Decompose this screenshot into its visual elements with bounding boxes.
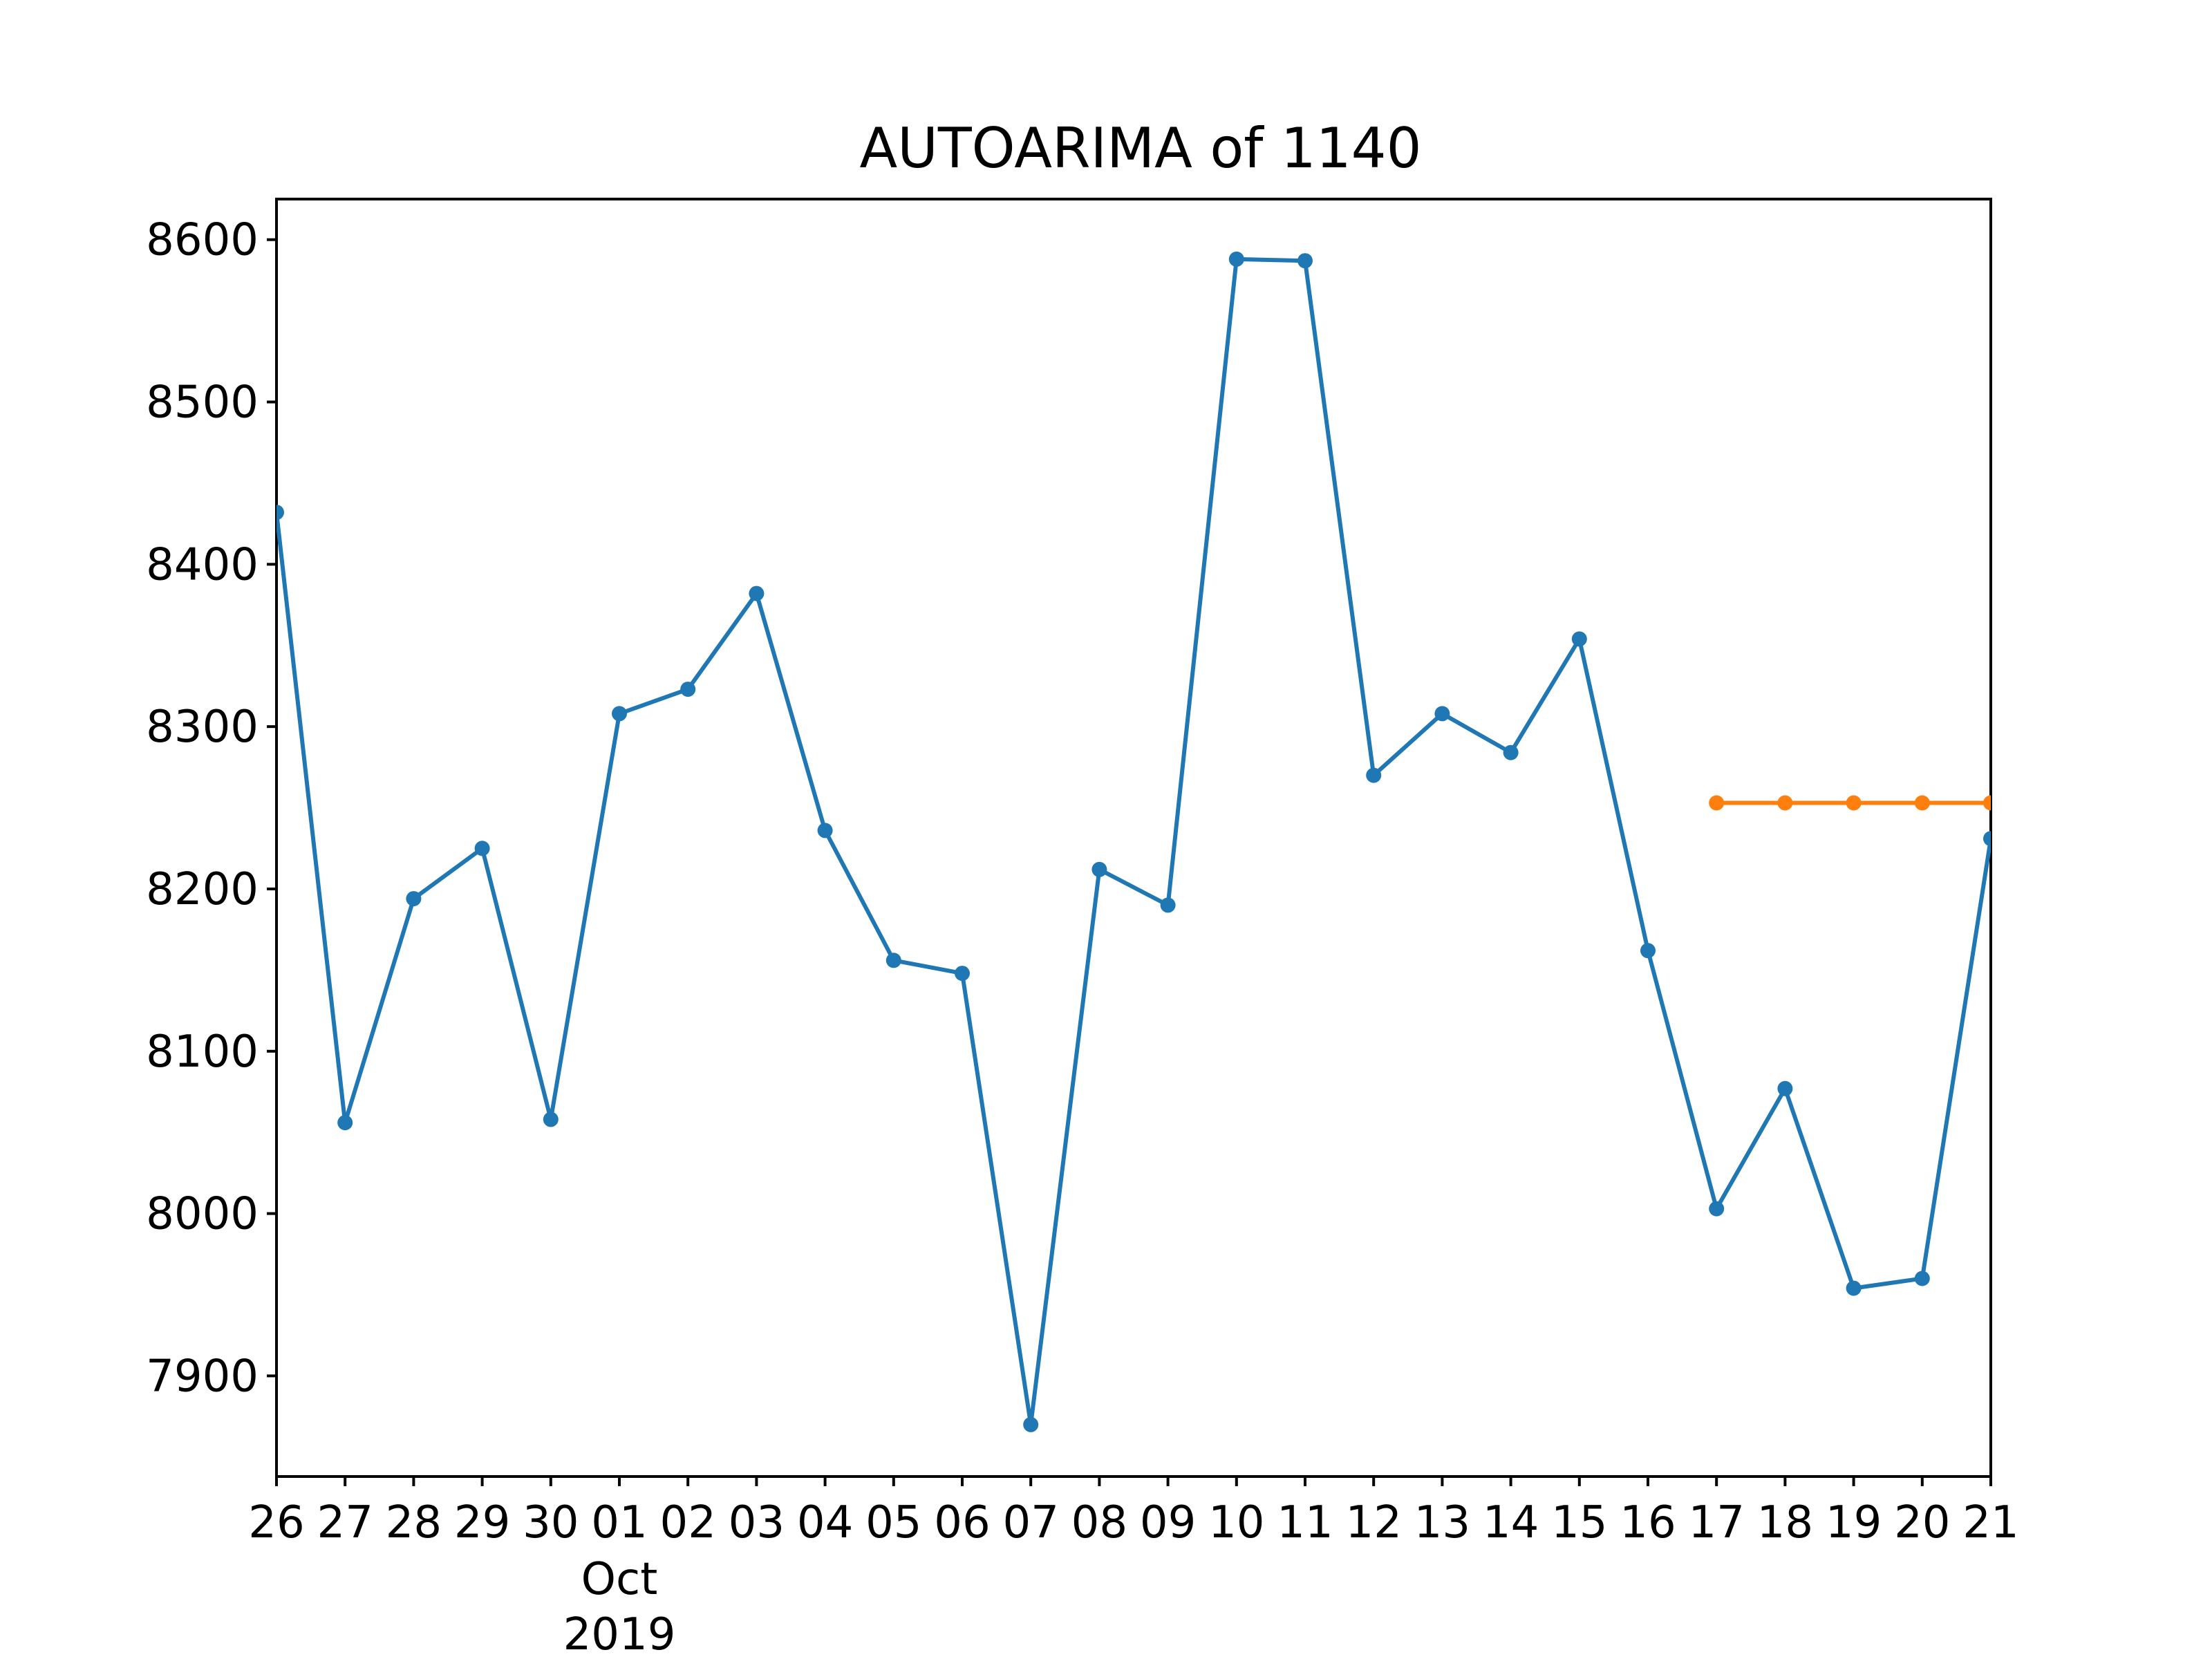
y-tick-label: 8600 [146, 215, 259, 266]
y-tick-label: 8500 [146, 377, 259, 429]
data-point [1709, 795, 1725, 811]
data-point [543, 1112, 559, 1127]
data-point [1777, 1080, 1793, 1096]
x-tick-label: 17 [1688, 1497, 1744, 1548]
x-tick-label: 08 [1071, 1497, 1127, 1548]
data-point [1160, 897, 1176, 913]
x-tick-label: 29 [454, 1497, 510, 1548]
x-tick-label: 20 [1894, 1497, 1950, 1548]
data-point [474, 841, 490, 856]
x-tick-label: 21 [1962, 1497, 2018, 1548]
data-point [1983, 795, 1991, 811]
x-axis: 26 27 28 29 30 01 02 03 04 05 06 07 08 09 10 11 12 13 14 15… [248, 1477, 2019, 1548]
data-point [680, 682, 696, 697]
data-point [1914, 795, 1930, 811]
data-point [337, 1115, 353, 1131]
y-tick-label: 8000 [146, 1189, 259, 1240]
x-tick-label: 10 [1208, 1497, 1264, 1548]
data-point [276, 505, 284, 521]
chart-title: AUTOARIMA of 1140 [860, 116, 1422, 180]
data-point [1571, 631, 1587, 647]
data-point [612, 706, 627, 722]
x-tick-label: 14 [1483, 1497, 1539, 1548]
x-tick-label: 28 [386, 1497, 442, 1548]
x-tick-label: 16 [1620, 1497, 1676, 1548]
y-tick-label: 8300 [146, 702, 259, 753]
data-point [1914, 1271, 1930, 1286]
x-date-label: Oct [581, 1554, 658, 1605]
plot-frame [275, 198, 1992, 1478]
x-tick-label: 07 [1002, 1497, 1058, 1548]
data-point [1366, 767, 1382, 783]
y-tick-label: 8400 [146, 539, 259, 590]
series-line [276, 256, 1991, 1427]
x-tick-label: 18 [1757, 1497, 1813, 1548]
data-point [817, 823, 833, 838]
data-point [955, 966, 970, 982]
data-point [1846, 1280, 1862, 1296]
plot-area [276, 251, 1991, 1432]
data-point [1297, 253, 1313, 269]
x-tick-label: 04 [797, 1497, 853, 1548]
data-point [406, 891, 422, 907]
x-tick-label: 03 [729, 1497, 785, 1548]
x-tick-label: 12 [1345, 1497, 1401, 1548]
data-point [1640, 943, 1656, 959]
y-tick-label: 8200 [146, 864, 259, 915]
series-1 [276, 251, 1991, 1432]
x-tick-label: 30 [523, 1497, 579, 1548]
series-2 [1709, 795, 1991, 811]
data-point [1023, 1416, 1039, 1432]
x-date-label: 2019 [563, 1609, 676, 1659]
data-point [1503, 744, 1519, 760]
data-point [885, 953, 901, 968]
y-axis: 7900 8000 8100 8200 8300 8400 8500 8600 [146, 215, 276, 1402]
x-tick-label: 02 [659, 1497, 715, 1548]
x-tick-label: 13 [1414, 1497, 1470, 1548]
x-tick-label: 26 [248, 1497, 304, 1548]
y-tick-label: 8100 [146, 1027, 259, 1078]
data-point [1777, 795, 1793, 811]
y-tick-label: 7900 [146, 1351, 259, 1402]
data-point [1709, 1201, 1725, 1217]
x-tick-label: 01 [591, 1497, 647, 1548]
data-point [749, 585, 765, 601]
data-point [1846, 795, 1862, 811]
x-tick-label: 06 [934, 1497, 990, 1548]
x-tick-label: 09 [1140, 1497, 1196, 1548]
x-tick-label: 19 [1826, 1497, 1882, 1548]
data-point [1228, 251, 1244, 267]
x-tick-label: 05 [865, 1497, 921, 1548]
data-point [1091, 861, 1107, 877]
data-point [1434, 706, 1450, 722]
x-tick-label: 15 [1551, 1497, 1607, 1548]
x-tick-label: 11 [1277, 1497, 1333, 1548]
data-point [1983, 831, 1991, 847]
x-tick-label: 27 [317, 1497, 373, 1548]
